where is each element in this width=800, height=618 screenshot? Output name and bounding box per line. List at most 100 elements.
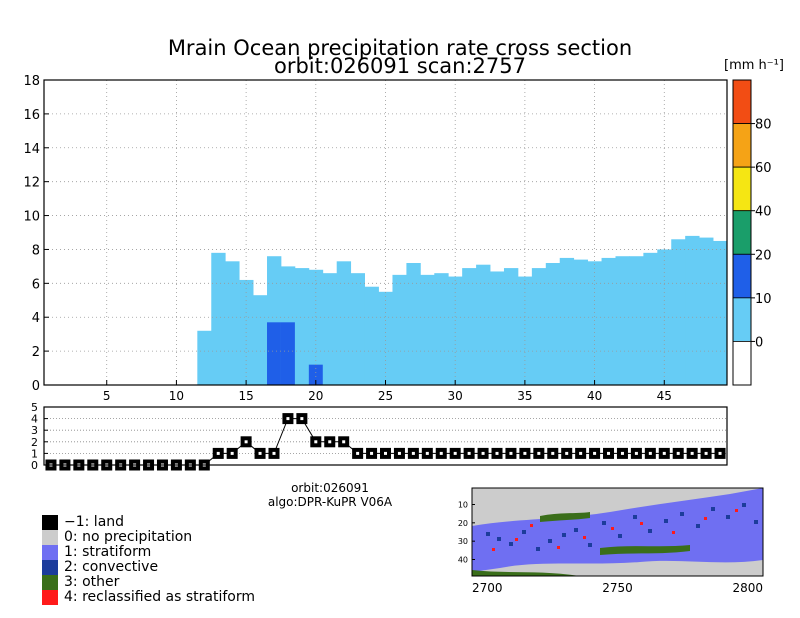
type-marker-dot [495,451,499,455]
type-marker-dot [718,451,722,455]
stratiform-column [643,252,658,385]
x-tick-label: 25 [378,389,393,403]
colorbar-segment [732,210,752,255]
map-convective-cell [618,534,622,538]
colorbar-unit-label: [mm h⁻¹] [724,58,784,73]
map-convective-cell [548,539,552,543]
colorbar-segment [732,341,752,386]
stratiform-column [671,239,686,385]
type-marker-dot [481,451,485,455]
swath-map: 10 20 30 40 2700 2750 2800 [458,487,764,595]
stratiform-column [559,257,575,385]
stratiform-column [420,274,435,385]
type-marker-dot [551,451,555,455]
type-marker-dot [453,451,457,455]
type-marker-dot [216,451,220,455]
type-marker-dot [356,451,360,455]
map-convective-cell [536,547,540,551]
colorbar-segment [732,79,752,124]
map-convective-cell [648,529,652,533]
colorbar-tick-label: 40 [755,205,772,220]
map-y-tick-label: 40 [458,556,468,565]
map-other-band [540,512,590,522]
map-reclassified-cell [583,536,586,539]
stratiform-column [587,261,602,385]
legend-item-other: 3: other [42,575,255,590]
colorbar-tick-label: 80 [755,118,772,133]
chart-subtitle: orbit:026091 scan:2757 [274,54,526,78]
map-convective-cell [711,507,715,511]
convective-core [267,322,281,385]
colorbar-segment [732,297,752,342]
convective-core [280,322,295,385]
stratiform-column [517,276,533,385]
type-marker-dot [370,451,374,455]
y-tick-label: 0 [32,379,40,394]
type-marker-dot [425,451,429,455]
stratiform-column [503,268,519,385]
map-convective-cell [633,515,637,519]
type-marker-dot [272,451,276,455]
legend-label: −1: land [64,514,125,530]
orbit-info: orbit:026091 [291,481,369,495]
type-plot-frame [43,406,728,466]
stratiform-column [629,256,644,385]
legend-label: 0: no precipitation [64,529,193,545]
colorbar-segment [732,166,752,212]
legend-swatch [42,515,58,530]
stratiform-column [573,259,589,385]
legend-swatch [42,545,58,560]
colorbar-tick-label: 20 [755,248,772,263]
type-y-tick-label: 4 [31,413,38,426]
legend-item-land: −1: land [42,515,255,530]
type-marker-dot [662,451,666,455]
map-other-band [600,545,690,555]
stratiform-column [336,261,352,385]
map-y-tick-label: 20 [458,519,468,528]
type-marker-dot [690,451,694,455]
map-frame [471,487,764,577]
type-marker-dot [328,440,332,444]
type-marker-dot [439,451,443,455]
legend-label: 3: other [64,574,120,590]
map-convective-cell [522,530,526,534]
legend-swatch [42,530,58,545]
stratiform-column [601,257,616,385]
type-marker-dot [244,440,248,444]
type-marker-dot [342,440,346,444]
type-marker-dot [704,451,708,455]
y-tick-label: 14 [23,142,40,157]
stratiform-column [434,273,449,385]
type-marker-dot [509,451,513,455]
x-tick-label: 5 [103,389,111,403]
stratiform-column [350,273,365,385]
type-y-tick-label: 3 [31,424,38,437]
map-convective-cell [680,512,684,516]
type-marker-dot [286,417,290,421]
type-marker-dot [579,451,583,455]
y-tick-label: 4 [32,311,40,326]
y-tick-label: 8 [32,243,40,258]
map-x-tick-label: 2800 [732,581,763,595]
legend-label: 4: reclassified as stratiform [64,589,256,605]
map-reclassified-cell [735,509,738,512]
stratiform-column [448,276,463,385]
rain-type-legend: −1: land 0: no precipitation 1: stratifo… [42,515,255,605]
type-marker-dot [523,451,527,455]
map-reclassified-cell [492,548,495,551]
x-tick-label: 30 [448,389,463,403]
stratiform-column [699,237,714,385]
type-y-tick-label: 5 [31,401,38,414]
map-convective-cell [602,521,606,525]
stratiform-column [392,274,407,385]
map-convective-cell [574,528,578,532]
stratiform-column [364,286,379,385]
map-reclassified-cell [557,546,560,549]
legend-item-reclassified: 4: reclassified as stratiform [42,590,255,605]
x-tick-label: 20 [308,389,323,403]
type-marker-dot [314,440,318,444]
map-reclassified-cell [515,538,518,541]
stratiform-column [685,235,700,385]
y-tick-label: 10 [23,210,40,225]
